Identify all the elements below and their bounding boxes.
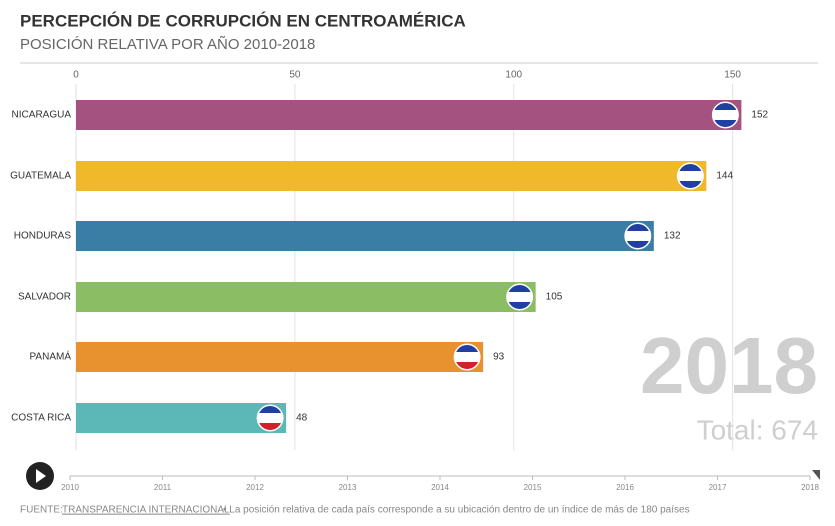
flag-stripe: [678, 164, 703, 171]
flag-stripe: [678, 181, 703, 188]
play-icon: [36, 469, 46, 483]
value-label: 48: [296, 413, 308, 424]
flag-stripe: [507, 285, 532, 292]
x-tick-label: 150: [724, 70, 741, 81]
flag-stripe: [713, 103, 738, 110]
bar: [76, 221, 654, 251]
value-label: 93: [493, 352, 505, 363]
flag-stripe: [625, 241, 650, 248]
category-label: HONDURAS: [14, 231, 72, 242]
flag-stripe: [713, 120, 738, 127]
timeline-handle[interactable]: [812, 470, 820, 480]
flag-stripe: [455, 362, 480, 369]
category-label: PANAMÁ: [30, 350, 72, 363]
chart-subtitle: POSICIÓN RELATIVA POR AÑO 2010-2018: [20, 36, 315, 53]
timeline-tick-label: 2016: [616, 483, 634, 492]
timeline-tick-label: 2011: [154, 483, 172, 492]
x-tick-label: 100: [505, 70, 522, 81]
source-link[interactable]: TRANSPARENCIA INTERNACIONAL: [62, 505, 230, 516]
x-tick-label: 0: [73, 70, 79, 81]
timeline-tick-label: 2012: [246, 483, 264, 492]
bar: [76, 100, 742, 130]
x-tick-label: 50: [289, 70, 301, 81]
timeline-tick-label: 2014: [431, 483, 449, 492]
bar: [76, 403, 287, 433]
flag-stripe: [507, 302, 532, 309]
timeline-tick-label: 2015: [524, 483, 542, 492]
flag-stripe: [625, 224, 650, 231]
bar: [76, 282, 536, 312]
value-label: 132: [664, 231, 681, 242]
category-label: SALVADOR: [18, 292, 71, 303]
flag-stripe: [455, 345, 480, 352]
value-label: 105: [546, 292, 563, 303]
bar: [76, 342, 484, 372]
category-label: COSTA RICA: [11, 413, 71, 424]
timeline-tick-label: 2017: [709, 483, 727, 492]
category-label: GUATEMALA: [10, 171, 71, 182]
timeline-tick-label: 2013: [339, 483, 357, 492]
source-note: • La posición relativa de cada país corr…: [223, 505, 690, 516]
total-label: Total: 674: [697, 414, 818, 445]
timeline-tick-label: 2018: [801, 483, 819, 492]
flag-stripe: [258, 423, 283, 430]
value-label: 152: [751, 110, 768, 121]
source-prefix: FUENTE:: [20, 505, 63, 516]
chart-title: PERCEPCIÓN DE CORRUPCIÓN EN CENTROAMÉRIC…: [20, 11, 466, 30]
flag-stripe: [258, 406, 283, 413]
timeline-tick-label: 2010: [61, 483, 79, 492]
year-label: 2018: [640, 321, 818, 410]
value-label: 144: [716, 171, 733, 182]
category-label: NICARAGUA: [12, 110, 72, 121]
bar: [76, 161, 707, 191]
